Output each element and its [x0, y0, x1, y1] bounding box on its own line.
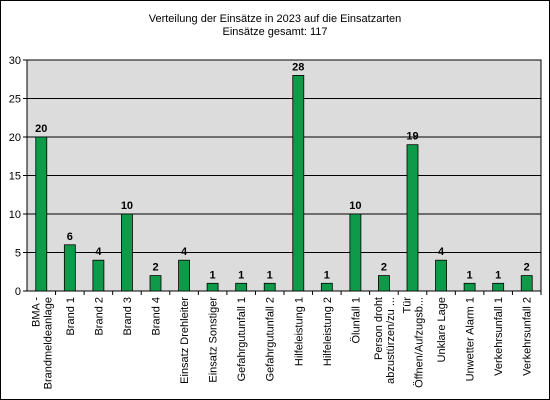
x-tick-label: Ölunfall 1 — [350, 297, 362, 343]
bar — [263, 282, 276, 292]
x-tick-label: Einsatz Drehleiter — [179, 297, 191, 384]
bar — [35, 136, 48, 292]
x-tick-label-line: Einsatz Drehleiter — [179, 297, 191, 384]
x-tick-label-line: Person droht — [373, 297, 385, 360]
data-label: 1 — [267, 269, 273, 281]
bar — [178, 259, 190, 292]
x-tick-label-line: Unwetter Alarm 1 — [465, 297, 477, 381]
y-tick-label: 10 — [9, 209, 21, 221]
x-tick-label-line: Unklare Lage — [436, 297, 448, 362]
bar — [406, 144, 419, 292]
x-tick-label: Verkehrsunfall 2 — [522, 297, 534, 376]
x-tick-label-line: Gefahrgutunfall 2 — [265, 297, 277, 381]
x-tick-label: Hilfeleistung 2 — [322, 297, 334, 366]
bar — [149, 275, 162, 292]
x-tick-label-line: Brand 3 — [122, 297, 134, 336]
data-label: 10 — [349, 200, 361, 212]
x-tick-label-line: Verkehrsunfall 1 — [493, 297, 505, 376]
bar — [463, 282, 476, 292]
x-tick-label-line: Brand 2 — [93, 297, 105, 336]
x-tick-label: TürÖffnen/Aufzugsb... — [402, 297, 426, 388]
x-tick-label-line: Ölunfall 1 — [350, 297, 362, 343]
bar — [235, 282, 248, 292]
bar — [63, 244, 76, 292]
x-tick-label: Verkehrsunfall 1 — [493, 297, 505, 376]
x-tick-label: Unwetter Alarm 1 — [465, 297, 477, 381]
data-label: 28 — [292, 61, 304, 73]
data-label: 19 — [406, 131, 418, 143]
x-tick-label-line: Verkehrsunfall 2 — [522, 297, 534, 376]
chart-subtitle: Einsätze gesamt: 117 — [222, 26, 328, 38]
data-label: 4 — [181, 246, 188, 258]
x-tick-label: Brand 1 — [65, 297, 77, 336]
bar — [435, 259, 447, 292]
data-label: 1 — [324, 269, 330, 281]
y-tick-label: 25 — [9, 94, 21, 106]
x-tick-label-line: Hilfeleistung 2 — [322, 297, 334, 366]
bar — [349, 213, 362, 292]
data-label: 4 — [95, 246, 102, 258]
data-label: 2 — [381, 262, 387, 274]
bar — [292, 75, 305, 292]
x-tick-label-line: Tür — [402, 297, 414, 314]
data-label: 2 — [524, 262, 530, 274]
x-tick-label-line: Hilfeleistung 1 — [293, 297, 305, 366]
bar — [92, 259, 105, 292]
bar — [378, 275, 390, 292]
chart-title: Verteilung der Einsätze in 2023 auf die … — [148, 13, 402, 25]
x-tick-label: Unklare Lage — [436, 297, 448, 362]
x-tick-label: Einsatz Sonstiger — [208, 297, 220, 383]
x-tick-label-line: Brand 4 — [151, 297, 163, 336]
y-tick-label: 30 — [9, 55, 21, 67]
x-tick-label: Brand 3 — [122, 297, 134, 336]
x-tick-label-line: Brandmeldeanlage — [42, 297, 54, 389]
data-label: 1 — [238, 269, 244, 281]
data-label: 10 — [121, 200, 133, 212]
bar — [492, 282, 505, 292]
x-tick-label-line: Öffnen/Aufzugsb... — [414, 297, 426, 388]
x-tick-label: Person drohtabzustürzen/zu ... — [373, 297, 397, 384]
x-tick-label-line: Gefahrgutunfall 1 — [236, 297, 248, 381]
y-tick-label: 0 — [15, 286, 21, 298]
data-label: 1 — [495, 269, 501, 281]
data-label: 1 — [467, 269, 473, 281]
x-tick-label-line: abzustürzen/zu ... — [385, 297, 397, 384]
x-tick-label: BMA -Brandmeldeanlage — [30, 297, 54, 390]
x-tick-label: Hilfeleistung 1 — [293, 297, 305, 366]
y-tick-label: 15 — [9, 171, 21, 183]
y-tick-label: 20 — [9, 132, 21, 144]
bar — [121, 213, 133, 292]
bar — [206, 282, 219, 292]
bar — [520, 275, 533, 292]
bar — [320, 282, 333, 292]
x-tick-label-line: BMA - — [30, 297, 42, 327]
data-label: 6 — [67, 231, 73, 243]
data-label: 1 — [210, 269, 216, 281]
x-tick-label: Brand 4 — [151, 297, 163, 336]
x-tick-label: Gefahrgutunfall 2 — [265, 297, 277, 381]
x-tick-label-line: Einsatz Sonstiger — [208, 297, 220, 383]
y-tick-label: 5 — [15, 248, 21, 260]
data-label: 20 — [35, 123, 47, 135]
x-tick-label-line: Brand 1 — [65, 297, 77, 336]
data-label: 4 — [438, 246, 445, 258]
x-tick-label: Gefahrgutunfall 1 — [236, 297, 248, 381]
data-label: 2 — [152, 262, 158, 274]
x-tick-label: Brand 2 — [93, 297, 105, 336]
